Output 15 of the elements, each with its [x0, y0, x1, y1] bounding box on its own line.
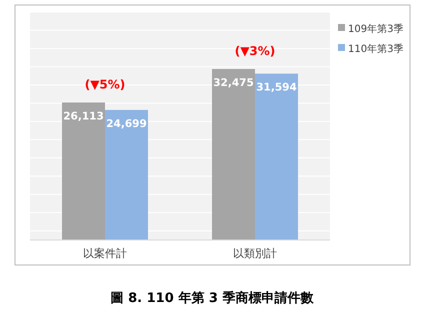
- data-label: 24,699: [106, 118, 147, 130]
- text: 圖 8. 110 年第 3 季商標申請件數: [110, 290, 314, 306]
- bar: [62, 102, 105, 240]
- text: (▼3%): [234, 44, 276, 58]
- bar: [255, 74, 298, 240]
- legend-label: 109年第3季: [348, 23, 404, 35]
- data-label: 32,475: [213, 77, 254, 89]
- bar: [105, 110, 148, 240]
- x-tick-label: 以類別計: [233, 247, 277, 260]
- x-tick-label: 以案件計: [83, 247, 127, 260]
- data-label: 31,594: [256, 82, 297, 94]
- data-label: 26,113: [63, 110, 104, 122]
- bar: [212, 69, 255, 240]
- annotation: (▼5%): [84, 78, 126, 92]
- legend-label: 110年第3季: [348, 43, 404, 55]
